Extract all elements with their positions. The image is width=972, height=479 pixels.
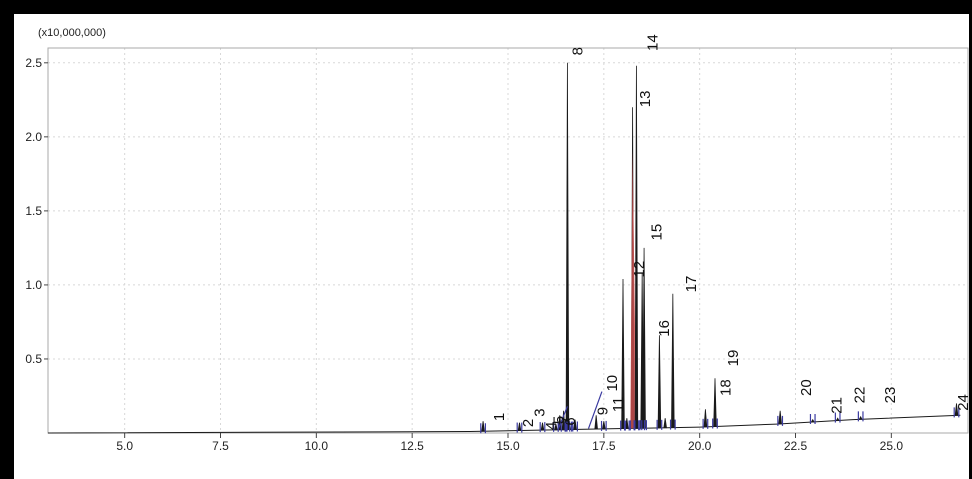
peak-22 bbox=[835, 417, 840, 421]
peak-8 bbox=[565, 62, 570, 431]
peak-label-6: 6 bbox=[562, 417, 579, 425]
peak-5 bbox=[561, 419, 566, 431]
peak-2 bbox=[517, 422, 522, 431]
peak-7 bbox=[573, 419, 577, 430]
peak-label-23: 23 bbox=[882, 387, 899, 404]
x-tick-label: 10.0 bbox=[305, 439, 329, 453]
peak-label-2: 2 bbox=[520, 419, 537, 427]
peak-18 bbox=[703, 409, 708, 428]
plot-area bbox=[47, 47, 969, 434]
peak-label-14: 14 bbox=[645, 34, 662, 51]
peak-4 bbox=[554, 424, 558, 431]
y-tick-label: 1.5 bbox=[25, 204, 42, 218]
peak-23 bbox=[858, 415, 863, 420]
x-tick-label: 7.5 bbox=[212, 439, 229, 453]
x-tick-label: 25.0 bbox=[880, 439, 904, 453]
peak-label-12: 12 bbox=[631, 261, 648, 278]
y-tick-label: 1.0 bbox=[25, 278, 42, 292]
peak-label-1: 1 bbox=[491, 413, 508, 421]
peak-label-17: 17 bbox=[683, 276, 700, 293]
peak-markers bbox=[480, 391, 960, 434]
x-tick-label: 20.0 bbox=[688, 439, 712, 453]
peak-label-5: 5 bbox=[551, 416, 568, 424]
peak-13-highlight bbox=[630, 149, 637, 429]
peak-label-9: 9 bbox=[595, 407, 612, 415]
peak-label-24: 24 bbox=[955, 394, 969, 411]
integration-mark bbox=[587, 391, 603, 429]
peaks bbox=[481, 62, 959, 432]
peak-label-8: 8 bbox=[570, 47, 587, 55]
peak-label-15: 15 bbox=[648, 224, 665, 241]
peak-17 bbox=[671, 293, 675, 428]
y-axis: 0.5 1.0 1.5 2.0 2.5 bbox=[25, 56, 48, 366]
peak-label-20: 20 bbox=[798, 379, 815, 396]
peak-label-18: 18 bbox=[717, 379, 734, 396]
peak-11 bbox=[625, 418, 629, 429]
peak-20 bbox=[778, 410, 782, 425]
peak-label-13: 13 bbox=[637, 91, 654, 108]
peak-label-11: 11 bbox=[610, 397, 627, 413]
peak-label-22: 22 bbox=[852, 387, 869, 404]
peak-15 bbox=[640, 273, 644, 429]
peak-1 bbox=[481, 421, 485, 432]
peak-label-21: 21 bbox=[829, 397, 846, 414]
peak-label-4: 4 bbox=[543, 422, 560, 430]
integration-mark bbox=[557, 406, 568, 431]
peak-24 bbox=[954, 403, 959, 416]
x-tick-label: 12.5 bbox=[400, 439, 424, 453]
peak-label-10: 10 bbox=[604, 375, 621, 392]
peak-9 bbox=[602, 421, 606, 430]
peak-label-16: 16 bbox=[656, 320, 673, 337]
peak-label-3: 3 bbox=[531, 408, 548, 416]
peak-19 bbox=[713, 378, 717, 427]
peak-label-19: 19 bbox=[725, 350, 742, 367]
y-tick-label: 0.5 bbox=[25, 352, 42, 366]
peak-14 bbox=[634, 65, 639, 429]
peak-label-7: 7 bbox=[556, 416, 573, 424]
minor-peak bbox=[663, 418, 667, 429]
grid bbox=[48, 48, 968, 433]
x-axis: 5.0 7.5 10.0 12.5 15.0 17.5 20.0 22.5 25.0 bbox=[116, 433, 903, 453]
peak-16 bbox=[657, 335, 662, 429]
y-unit-label: (x10,000,000) bbox=[38, 27, 106, 39]
peak-3 bbox=[540, 422, 545, 431]
minor-peak bbox=[594, 415, 598, 430]
x-tick-label: 17.5 bbox=[592, 439, 616, 453]
x-tick-label: 5.0 bbox=[116, 439, 133, 453]
y-tick-label: 2.5 bbox=[25, 56, 42, 70]
peak-21 bbox=[810, 418, 815, 423]
x-tick-label: 22.5 bbox=[784, 439, 808, 453]
chromatogram-chart: (x10,000,000) 5.0 7.5 10.0 12.5 15.0 17.5 20.0… bbox=[14, 14, 969, 479]
y-tick-label: 2.0 bbox=[25, 130, 42, 144]
x-tick-label: 15.0 bbox=[496, 439, 520, 453]
peak-10 bbox=[621, 278, 625, 429]
